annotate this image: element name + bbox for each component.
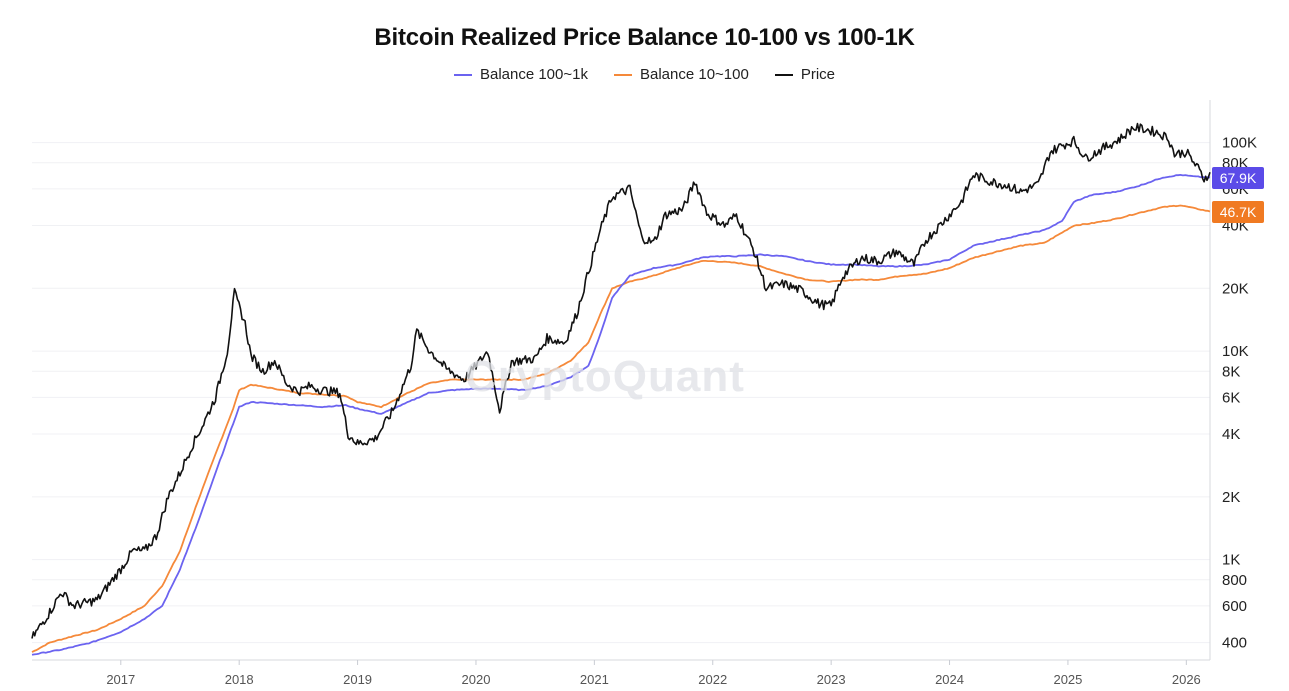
x-tick-label: 2022 bbox=[698, 672, 727, 687]
y-tick-label: 2K bbox=[1222, 489, 1240, 506]
x-tick-label: 2025 bbox=[1053, 672, 1082, 687]
legend-label-balance-100-1k: Balance 100~1k bbox=[479, 66, 588, 83]
x-tick-label: 2017 bbox=[106, 672, 135, 687]
y-tick-label: 4K bbox=[1222, 426, 1240, 443]
x-tick-label: 2026 bbox=[1172, 672, 1201, 687]
x-tick-label: 2020 bbox=[462, 672, 491, 687]
x-tick-label: 2023 bbox=[817, 672, 846, 687]
legend-item-balance-100-1k[interactable]: Balance 100~1k bbox=[453, 66, 588, 83]
y-tick-label: 10K bbox=[1222, 343, 1249, 360]
watermark-logo: CryptoQuant bbox=[465, 352, 745, 401]
chart-title: Bitcoin Realized Price Balance 10-100 vs… bbox=[374, 24, 915, 51]
series-lines bbox=[31, 122, 1211, 656]
legend-label-balance-10-100: Balance 10~100 bbox=[639, 66, 749, 83]
legend-swatch-balance-100-1k bbox=[453, 73, 472, 76]
legend-item-balance-10-100[interactable]: Balance 10~100 bbox=[613, 66, 749, 83]
x-tick-label: 2021 bbox=[580, 672, 609, 687]
series-line-price bbox=[31, 122, 1211, 639]
y-tick-label: 8K bbox=[1222, 363, 1240, 380]
series-line-balance-100-1k bbox=[31, 174, 1211, 656]
y-tick-label: 6K bbox=[1222, 389, 1240, 406]
x-tick-label: 2024 bbox=[935, 672, 964, 687]
last-value-badge-balance-100-1k: 67.9K bbox=[1212, 166, 1264, 189]
y-tick-label: 100K bbox=[1222, 135, 1257, 152]
y-tick-label: 800 bbox=[1222, 572, 1247, 589]
legend: Balance 100~1k Balance 10~100 Price bbox=[0, 66, 1289, 83]
x-tick-label: 2018 bbox=[225, 672, 254, 687]
series-line-balance-10-100 bbox=[31, 204, 1211, 653]
y-tick-label: 600 bbox=[1222, 598, 1247, 615]
legend-swatch-balance-10-100 bbox=[613, 73, 632, 76]
y-tick-label: 1K bbox=[1222, 552, 1240, 569]
axes: 4006008001K2K4K6K8K10K20K40K60K80K100K20… bbox=[32, 100, 1257, 687]
x-tick-label: 2019 bbox=[343, 672, 372, 687]
y-tick-label: 20K bbox=[1222, 280, 1249, 297]
y-tick-label: 400 bbox=[1222, 635, 1247, 652]
last-value-badge-balance-10-100: 46.7K bbox=[1212, 200, 1264, 223]
legend-label-price: Price bbox=[800, 66, 836, 83]
legend-swatch-price bbox=[774, 73, 793, 76]
legend-item-price[interactable]: Price bbox=[774, 66, 836, 83]
